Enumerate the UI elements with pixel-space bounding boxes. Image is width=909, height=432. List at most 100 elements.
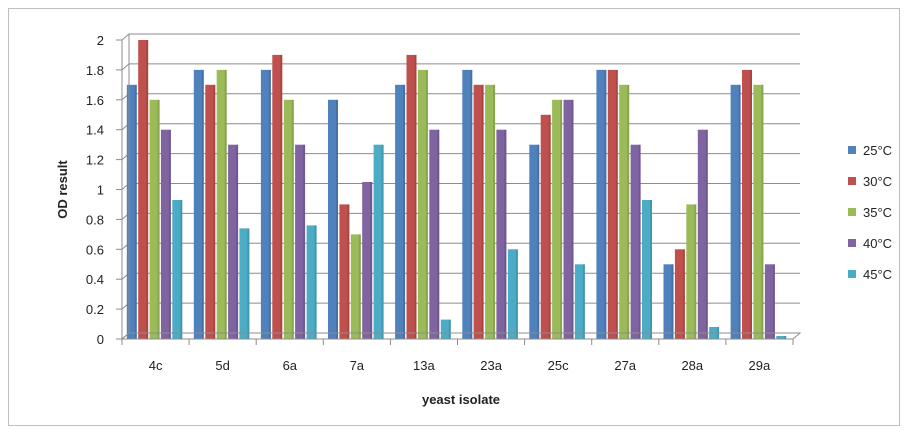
x-tick-label: 23a bbox=[480, 358, 502, 373]
y-tick-label: 0.4 bbox=[86, 272, 104, 287]
bar-4c-0 bbox=[126, 84, 137, 339]
bars bbox=[126, 40, 787, 340]
x-tick-label: 25c bbox=[548, 358, 569, 373]
bar-28a-1 bbox=[674, 249, 685, 339]
legend-swatch bbox=[848, 146, 856, 154]
bar-29a-2 bbox=[753, 84, 764, 339]
bar-shade bbox=[268, 69, 271, 340]
gridline-side bbox=[121, 63, 130, 71]
bar-shade bbox=[504, 129, 507, 339]
legend-swatch bbox=[848, 239, 856, 247]
x-tick-label: 7a bbox=[350, 358, 365, 373]
bar-27a-0 bbox=[596, 69, 607, 340]
bar-shade bbox=[784, 336, 787, 339]
x-tick-labels: 4c 5d 6a 7a 13a 23a 25c 27a 28a 29a bbox=[149, 358, 771, 373]
y-tick-label: 1.6 bbox=[86, 93, 104, 108]
bar-13a-1 bbox=[406, 54, 417, 340]
y-tick-label: 1.4 bbox=[86, 123, 104, 138]
bar-7a-3 bbox=[362, 182, 373, 339]
bar-27a-1 bbox=[607, 69, 618, 340]
y-tick-label: 1.8 bbox=[86, 63, 104, 78]
bar-shade bbox=[705, 129, 708, 339]
bar-shade bbox=[358, 234, 361, 339]
bar-shade bbox=[604, 69, 607, 340]
bar-7a-0 bbox=[328, 99, 338, 339]
bar-shade bbox=[650, 200, 652, 339]
bar-shade bbox=[515, 249, 518, 339]
bar-28a-2 bbox=[686, 204, 697, 339]
bar-28a-3 bbox=[697, 129, 708, 339]
bar-shade bbox=[347, 204, 350, 339]
bar-5d-0 bbox=[193, 69, 204, 340]
bar-shade bbox=[291, 99, 294, 339]
x-tick-label: 27a bbox=[614, 358, 636, 373]
bar-25c-3 bbox=[563, 99, 574, 339]
bar-shade bbox=[180, 200, 183, 339]
x-tick-label: 13a bbox=[413, 358, 435, 373]
bar-27a-2 bbox=[619, 84, 630, 339]
bar-shade bbox=[671, 264, 674, 340]
bar-shade bbox=[303, 144, 306, 339]
legend-swatch bbox=[848, 270, 856, 278]
bar-shade bbox=[403, 84, 406, 339]
bar-shade bbox=[370, 182, 373, 339]
bar-shade bbox=[481, 84, 484, 339]
bar-29a-4 bbox=[776, 336, 787, 339]
bar-4c-4 bbox=[172, 200, 183, 339]
bar-6a-3 bbox=[295, 144, 306, 339]
bar-13a-3 bbox=[429, 129, 440, 339]
bar-13a-2 bbox=[417, 69, 428, 340]
x-tick-label: 4c bbox=[149, 358, 163, 373]
y-tick-labels: 0 0.2 0.4 0.6 0.8 1 1.2 1.4 1.6 1.8 2 bbox=[86, 33, 104, 347]
bar-28a-0 bbox=[663, 264, 674, 340]
legend-label: 40°C bbox=[863, 236, 892, 251]
bar-4c-3 bbox=[160, 129, 171, 339]
bar-6a-0 bbox=[260, 69, 271, 340]
bar-shade bbox=[761, 84, 764, 339]
legend-label: 35°C bbox=[863, 205, 892, 220]
bar-shade bbox=[493, 84, 496, 339]
y-tick-label: 0.2 bbox=[86, 302, 104, 317]
bar-shade bbox=[571, 99, 574, 339]
bar-shade bbox=[615, 69, 618, 340]
legend: 25°C 30°C 35°C 40°C 45°C bbox=[848, 143, 892, 282]
bar-27a-3 bbox=[630, 144, 641, 339]
bar-29a-3 bbox=[764, 264, 775, 340]
bar-shade bbox=[638, 144, 641, 339]
bar-25c-2 bbox=[552, 99, 563, 339]
bar-23a-3 bbox=[496, 129, 507, 339]
bar-4c-1 bbox=[138, 40, 149, 339]
bar-29a-0 bbox=[730, 84, 741, 339]
bar-shade bbox=[582, 264, 585, 340]
bar-7a-2 bbox=[350, 234, 361, 339]
bar-shade bbox=[548, 114, 551, 340]
x-tick-label: 29a bbox=[749, 358, 771, 373]
bar-5d-3 bbox=[228, 144, 239, 339]
legend-swatch bbox=[848, 208, 856, 216]
axes bbox=[116, 34, 802, 345]
bar-7a-4 bbox=[373, 144, 384, 339]
y-tick-label: 1.2 bbox=[86, 153, 104, 168]
bar-shade bbox=[448, 319, 451, 339]
legend-label: 45°C bbox=[863, 267, 892, 282]
bar-shade bbox=[772, 264, 775, 340]
bar-shade bbox=[537, 144, 540, 339]
bar-shade bbox=[247, 228, 250, 339]
bar-shade bbox=[425, 69, 428, 340]
bar-shade bbox=[437, 129, 440, 339]
bar-shade bbox=[694, 204, 697, 339]
bar-23a-2 bbox=[485, 84, 496, 339]
bar-7a-1 bbox=[339, 204, 350, 339]
bar-shade bbox=[381, 144, 384, 339]
bar-25c-4 bbox=[574, 264, 585, 340]
bar-shade bbox=[236, 144, 239, 339]
bar-4c-2 bbox=[149, 99, 160, 339]
bar-shade bbox=[627, 84, 630, 339]
y-tick-label: 0.8 bbox=[86, 212, 104, 227]
bar-shade bbox=[134, 84, 137, 339]
bar-shade bbox=[157, 99, 160, 339]
bar-25c-0 bbox=[529, 144, 540, 339]
bar-29a-1 bbox=[742, 69, 752, 340]
bar-23a-4 bbox=[507, 249, 518, 339]
legend-label: 30°C bbox=[863, 174, 892, 189]
